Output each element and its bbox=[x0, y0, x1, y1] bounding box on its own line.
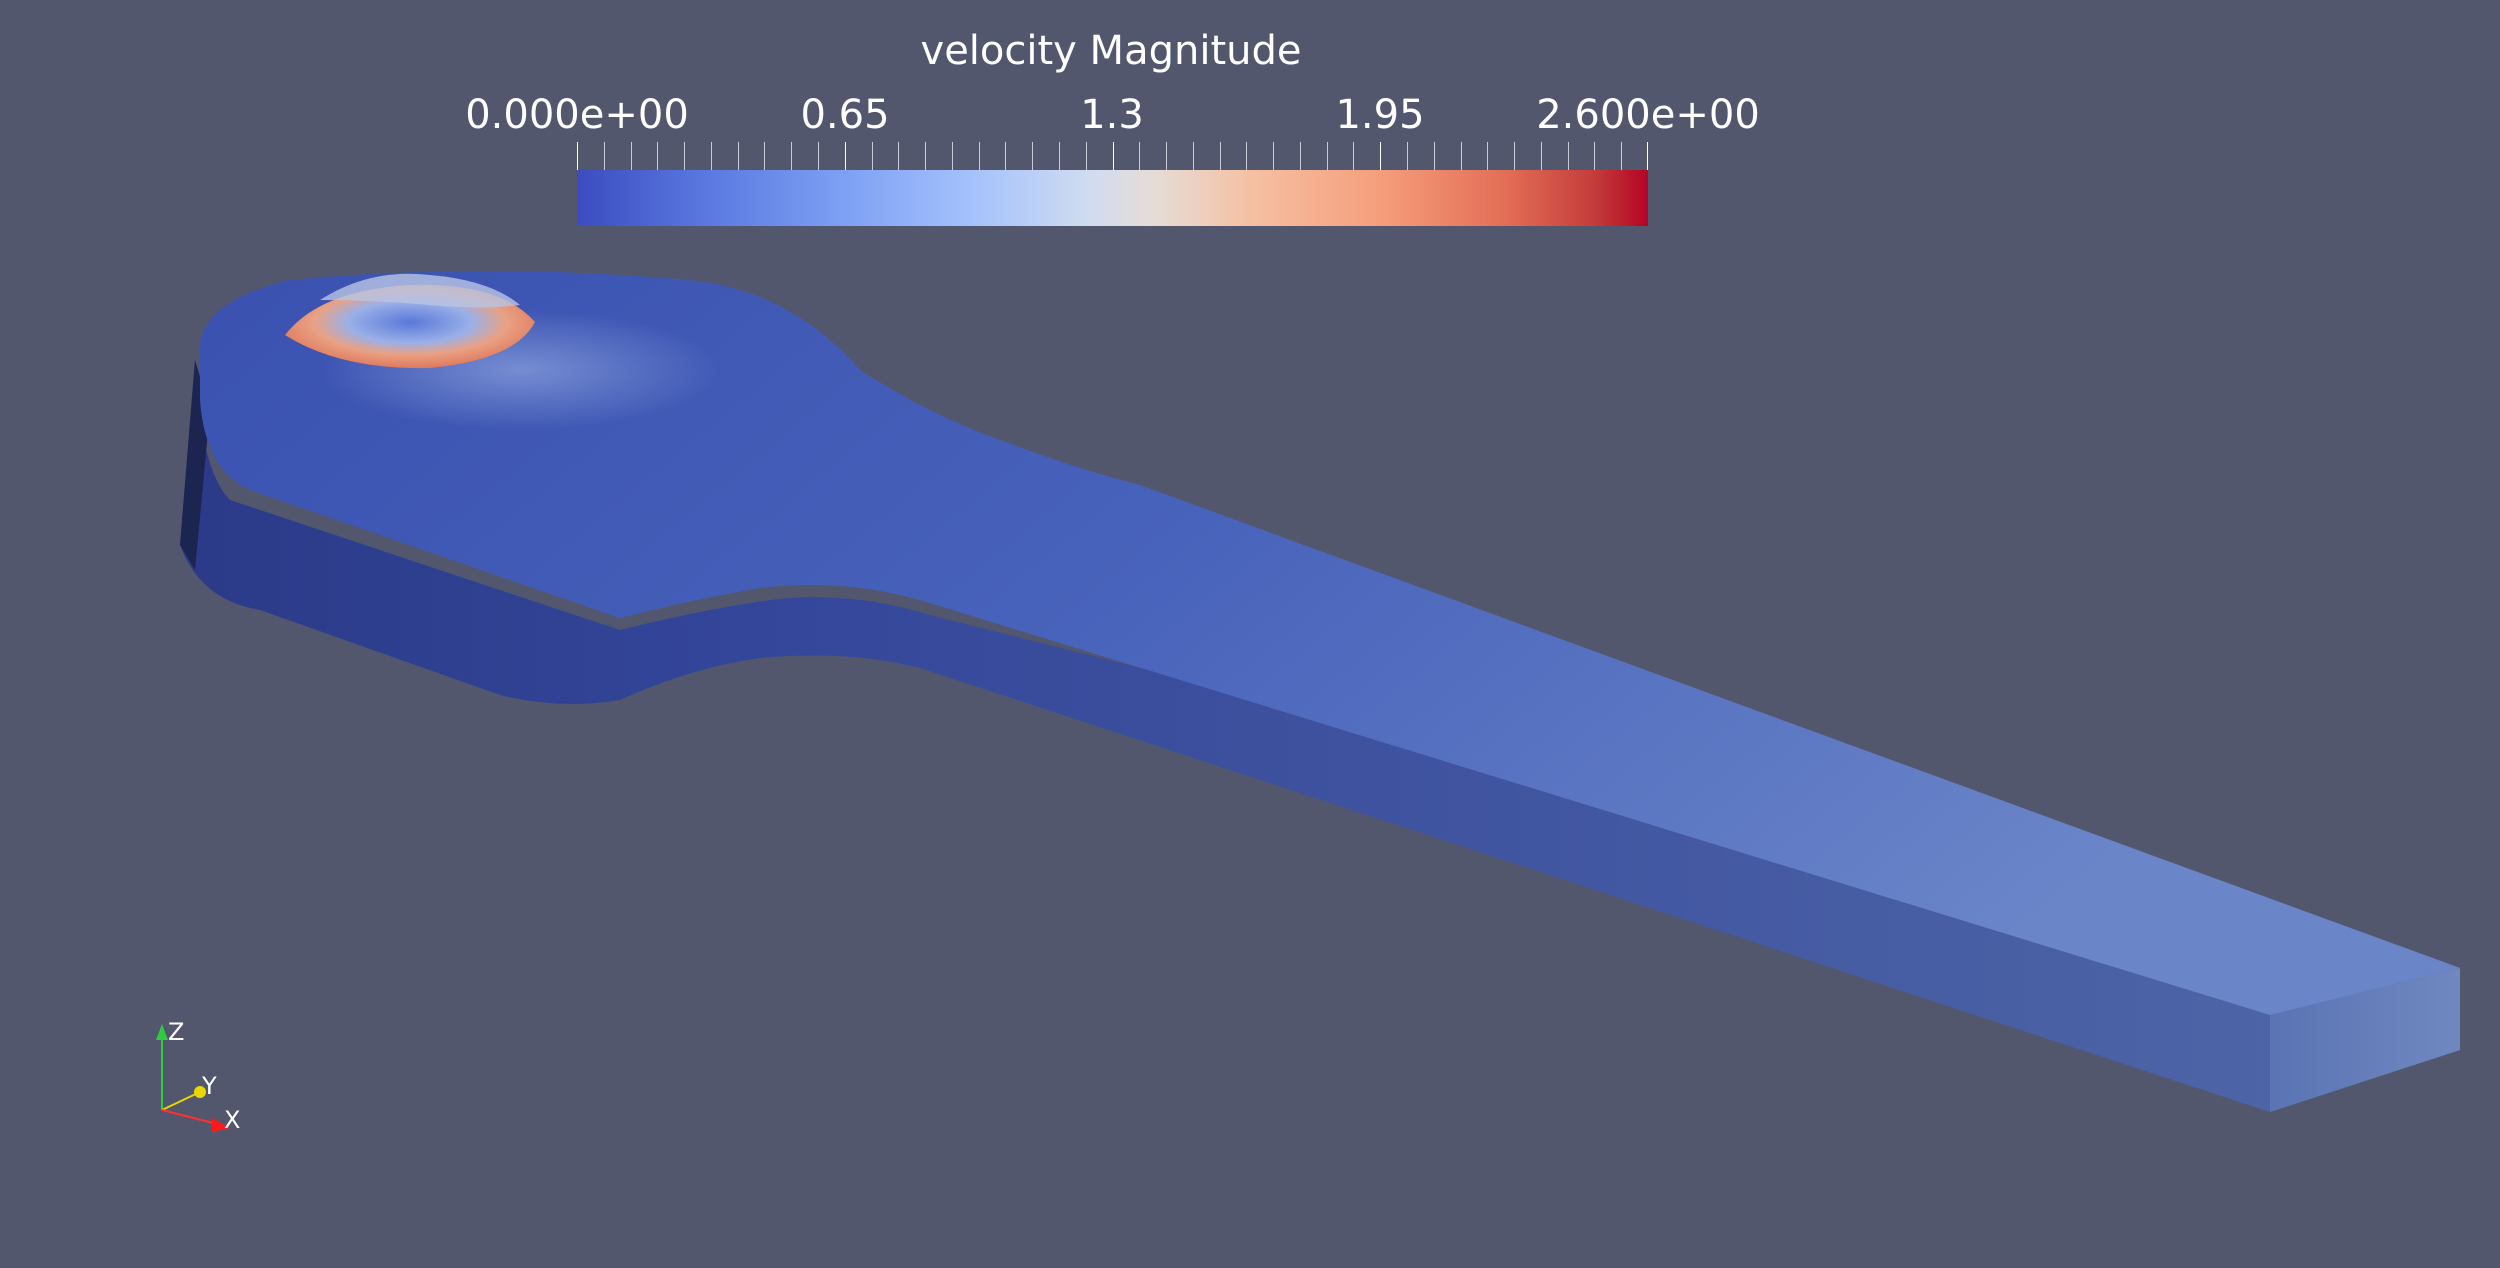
color-legend[interactable]: velocity Magnitude 0.000e+00 0.65 1.3 1.… bbox=[0, 0, 2500, 260]
color-legend-tick bbox=[1541, 142, 1542, 170]
color-legend-tick bbox=[1166, 142, 1167, 170]
color-legend-tick bbox=[1193, 142, 1194, 170]
color-legend-max-label: 2.600e+00 bbox=[1536, 92, 1760, 138]
color-legend-tick bbox=[657, 142, 658, 170]
color-legend-tick bbox=[1487, 142, 1488, 170]
axis-z-label: Z bbox=[168, 1018, 185, 1046]
orientation-axes: Z Y X bbox=[140, 1010, 260, 1150]
color-legend-tick bbox=[1647, 142, 1648, 170]
axis-y-label: Y bbox=[202, 1072, 217, 1100]
color-legend-tick bbox=[1139, 142, 1140, 170]
color-legend-tick bbox=[604, 142, 605, 170]
orientation-axes-icon bbox=[156, 1024, 230, 1132]
color-legend-tick bbox=[1327, 142, 1328, 170]
color-legend-tick bbox=[1514, 142, 1515, 170]
color-legend-tick bbox=[1621, 142, 1622, 170]
color-legend-tick bbox=[764, 142, 765, 170]
color-legend-bar bbox=[577, 170, 1648, 226]
color-legend-tick bbox=[1594, 142, 1595, 170]
color-legend-tick bbox=[711, 142, 712, 170]
color-legend-tick bbox=[1113, 142, 1114, 170]
color-legend-ticks bbox=[577, 142, 1648, 170]
color-legend-min-label: 0.000e+00 bbox=[465, 92, 689, 138]
axis-x-label: X bbox=[224, 1106, 241, 1134]
color-legend-tick bbox=[1273, 142, 1274, 170]
color-legend-tick bbox=[818, 142, 819, 170]
color-legend-tick bbox=[898, 142, 899, 170]
color-legend-label-2: 0.65 bbox=[800, 92, 890, 138]
color-legend-tick bbox=[684, 142, 685, 170]
color-legend-tick bbox=[1220, 142, 1221, 170]
color-legend-label-4: 1.95 bbox=[1335, 92, 1425, 138]
color-legend-tick bbox=[1568, 142, 1569, 170]
color-legend-tick bbox=[845, 142, 846, 170]
color-legend-tick bbox=[1005, 142, 1006, 170]
color-legend-tick bbox=[738, 142, 739, 170]
color-legend-tick bbox=[872, 142, 873, 170]
color-legend-tick bbox=[1380, 142, 1381, 170]
color-legend-tick bbox=[1353, 142, 1354, 170]
color-legend-tick bbox=[791, 142, 792, 170]
color-legend-tick bbox=[1300, 142, 1301, 170]
color-legend-tick bbox=[577, 142, 578, 170]
color-legend-tick bbox=[1086, 142, 1087, 170]
color-legend-tick bbox=[1032, 142, 1033, 170]
color-legend-tick bbox=[979, 142, 980, 170]
color-legend-title: velocity Magnitude bbox=[920, 28, 1302, 74]
color-legend-tick bbox=[1407, 142, 1408, 170]
color-legend-tick bbox=[1434, 142, 1435, 170]
color-legend-label-3: 1.3 bbox=[1080, 92, 1144, 138]
color-legend-tick bbox=[1246, 142, 1247, 170]
color-legend-tick bbox=[1461, 142, 1462, 170]
color-legend-tick bbox=[952, 142, 953, 170]
color-legend-tick bbox=[631, 142, 632, 170]
color-legend-tick bbox=[1059, 142, 1060, 170]
color-legend-tick bbox=[925, 142, 926, 170]
